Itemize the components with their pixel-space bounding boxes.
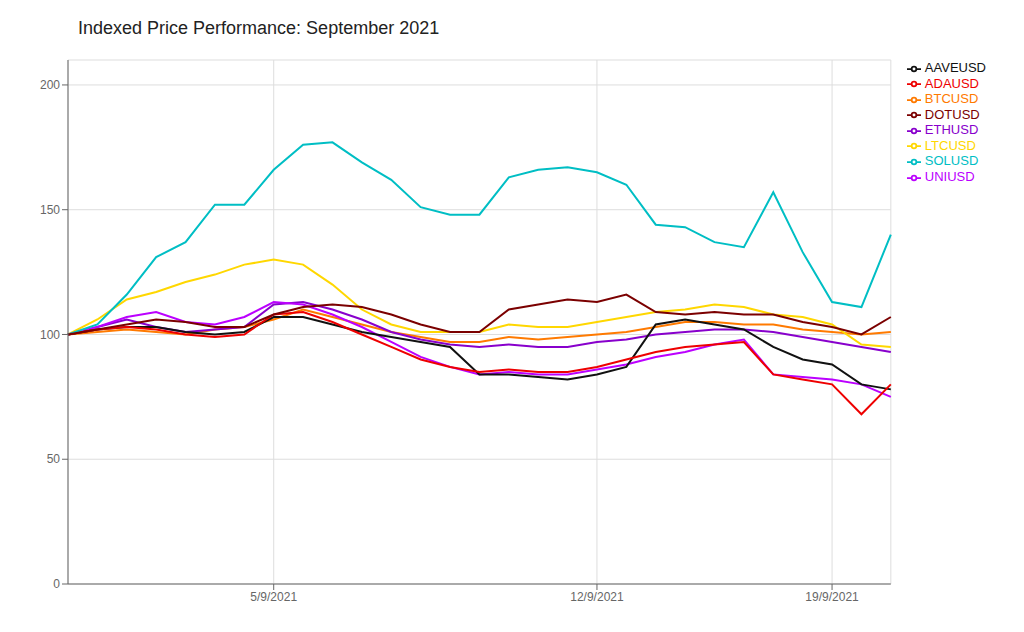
svg-text:5/9/2021: 5/9/2021 <box>250 590 297 604</box>
html-text:SOLUSD: SOLUSD <box>924 153 979 169</box>
svg-text:200: 200 <box>40 78 60 92</box>
svg-text:150: 150 <box>40 203 60 217</box>
html-text:UNIUSD: UNIUSD <box>924 168 975 184</box>
svg-text:12/9/2021: 12/9/2021 <box>570 590 624 604</box>
html-text:Indexed Price Performance: Sep: Indexed Price Performance: September 202… <box>78 18 440 38</box>
svg-text:0: 0 <box>53 577 60 591</box>
html-text:AAVEUSD: AAVEUSD <box>924 60 986 75</box>
svg-text:19/9/2021: 19/9/2021 <box>805 590 859 604</box>
svg-text:50: 50 <box>47 452 61 466</box>
html-text:LTCUSD: LTCUSD <box>924 137 976 153</box>
svg-text:100: 100 <box>40 328 60 342</box>
html-text:ETHUSD: ETHUSD <box>924 122 979 138</box>
html-text:DOTUSD: DOTUSD <box>924 106 980 122</box>
html-text:ADAUSD: ADAUSD <box>924 75 979 91</box>
html-text:BTCUSD: BTCUSD <box>924 91 979 107</box>
